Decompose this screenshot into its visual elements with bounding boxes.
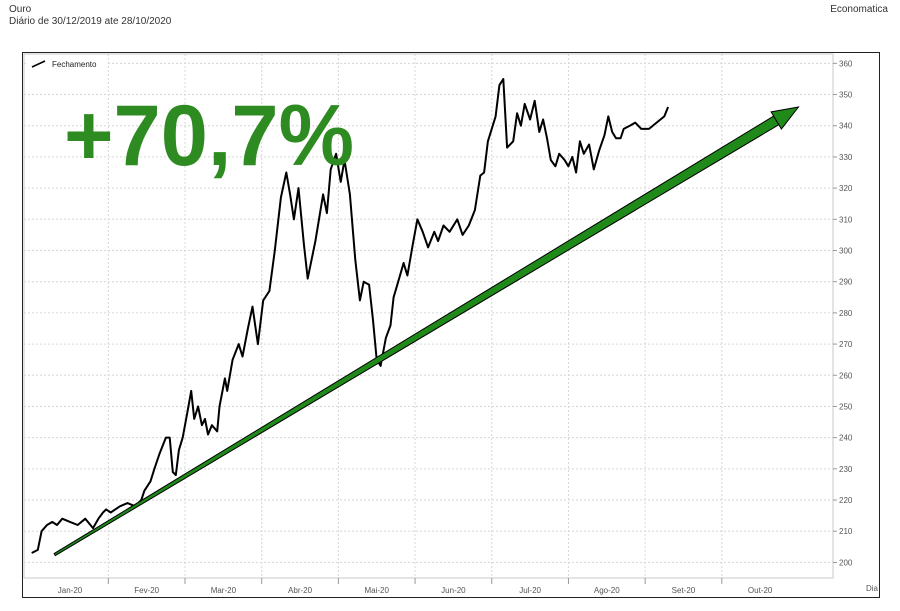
y-axis-labels: 200 210 220 230 240 250 260 270 280 290 300 310 320 3…	[839, 59, 853, 567]
legend-label: Fechamento	[52, 60, 97, 69]
y-tick-label: 320	[839, 184, 853, 193]
legend: Fechamento	[28, 58, 106, 70]
x-tick-label: Out-20	[748, 586, 773, 595]
performance-annotation: +70,7%	[64, 88, 354, 184]
x-tick-label: Abr-20	[288, 586, 313, 595]
y-tick-label: 360	[839, 59, 853, 68]
x-tick-label: Set-20	[672, 586, 696, 595]
x-tick-label: Jun-20	[441, 586, 466, 595]
y-tick-label: 300	[839, 247, 853, 256]
trend-arrow-head	[770, 106, 800, 130]
x-tick-label: Jul-20	[519, 586, 541, 595]
legend-box	[28, 58, 106, 70]
y-tick-label: 330	[839, 153, 853, 162]
x-tick-label: Mai-20	[365, 586, 390, 595]
y-tick-label: 340	[839, 122, 853, 131]
grid	[24, 54, 837, 584]
chart-title: Ouro	[9, 4, 32, 15]
y-tick-label: 210	[839, 527, 853, 536]
y-tick-label: 230	[839, 465, 853, 474]
x-tick-label: Jan-20	[58, 586, 83, 595]
source-label: Economatica	[830, 4, 888, 15]
chart-subtitle: Diário de 30/12/2019 ate 28/10/2020	[9, 16, 172, 27]
x-tick-label: Ago-20	[594, 586, 620, 595]
x-unit-label: Dia	[866, 584, 879, 593]
x-tick-label: Fev-20	[134, 586, 159, 595]
y-tick-label: 240	[839, 434, 853, 443]
plot-area	[23, 53, 834, 579]
series-line-fechamento	[31, 78, 670, 554]
x-tick-label: Mar-20	[211, 586, 237, 595]
y-tick-label: 260	[839, 371, 853, 380]
y-tick-label: 200	[839, 558, 853, 567]
legend-swatch	[31, 60, 46, 68]
trend-arrow	[53, 106, 800, 557]
y-tick-label: 280	[839, 309, 853, 318]
x-axis-labels: Jan-20 Fev-20 Mar-20 Abr-20 Mai-20 Jun-20 Jul-…	[58, 586, 773, 595]
y-tick-label: 250	[839, 402, 853, 411]
y-tick-label: 270	[839, 340, 853, 349]
y-tick-label: 310	[839, 215, 853, 224]
y-tick-label: 290	[839, 278, 853, 287]
y-tick-label: 350	[839, 91, 853, 100]
y-tick-label: 220	[839, 496, 853, 505]
